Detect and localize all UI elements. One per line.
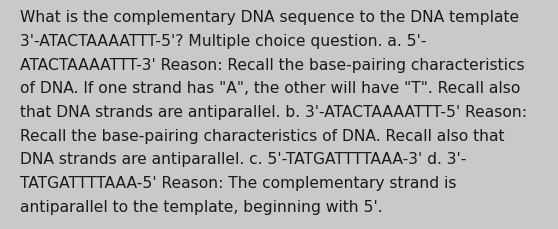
Text: 3'-ATACTAAAATTT-5'? Multiple choice question. a. 5'-: 3'-ATACTAAAATTT-5'? Multiple choice ques… xyxy=(20,34,426,49)
Text: DNA strands are antiparallel. c. 5'-TATGATTTTAAA-3' d. 3'-: DNA strands are antiparallel. c. 5'-TATG… xyxy=(20,152,466,167)
Text: TATGATTTTAAA-5' Reason: The complementary strand is: TATGATTTTAAA-5' Reason: The complementar… xyxy=(20,175,456,190)
Text: Recall the base-pairing characteristics of DNA. Recall also that: Recall the base-pairing characteristics … xyxy=(20,128,504,143)
Text: ATACTAAAATTT-3' Reason: Recall the base-pairing characteristics: ATACTAAAATTT-3' Reason: Recall the base-… xyxy=(20,57,524,72)
Text: antiparallel to the template, beginning with 5'.: antiparallel to the template, beginning … xyxy=(20,199,382,214)
Text: of DNA. If one strand has "A", the other will have "T". Recall also: of DNA. If one strand has "A", the other… xyxy=(20,81,520,96)
Text: What is the complementary DNA sequence to the DNA template: What is the complementary DNA sequence t… xyxy=(20,10,518,25)
Text: that DNA strands are antiparallel. b. 3'-ATACTAAAATTT-5' Reason:: that DNA strands are antiparallel. b. 3'… xyxy=(20,105,527,120)
